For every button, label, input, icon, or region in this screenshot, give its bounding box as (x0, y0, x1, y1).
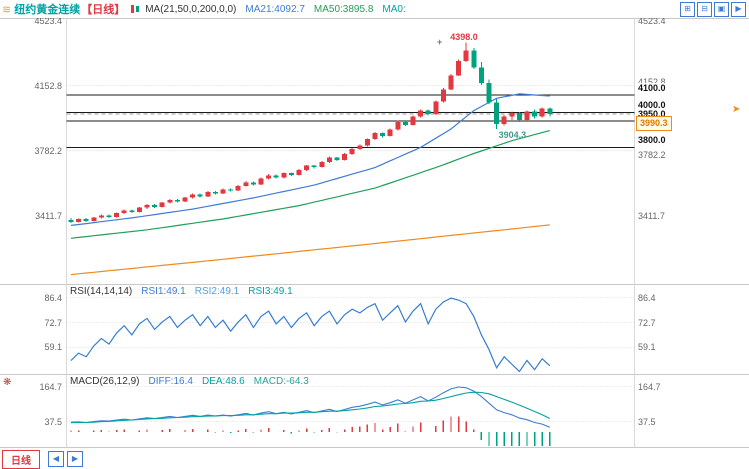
ma-value-0: MA21:4092.7 (245, 4, 305, 15)
ma-formula: MA(21,50,0,200,0,0) (145, 3, 237, 15)
macd-tick-left: 164.7 (39, 381, 62, 392)
macd-value-2: MACD:-64.3 (253, 376, 309, 387)
y-axis-tick-left: 3411.7 (35, 210, 62, 221)
macd-histogram (70, 416, 551, 446)
price-level-label: 3800.0 (637, 135, 667, 146)
rsi-tick-left: 86.4 (44, 292, 62, 303)
rsi-tick-right: 59.1 (638, 342, 656, 353)
rsi-tick-left: 72.7 (44, 317, 62, 328)
tab-daily[interactable]: 日线 (2, 450, 40, 469)
macd-values: DIFF:16.4 DEA:48.6 MACD:-64.3 (139, 376, 308, 387)
y-axis-tick-left: 3782.2 (34, 145, 62, 156)
ma-values: MA21:4092.7 MA50:3895.8 MA0: (236, 3, 405, 15)
price-level-label: 4000.0 (637, 100, 667, 111)
layout-button-2[interactable]: ▣ (714, 1, 729, 17)
layout-button-1[interactable]: ⊟ (697, 1, 712, 17)
rsi-tick-left: 59.1 (44, 342, 62, 353)
macd-header: MACD(26,12,9) DIFF:16.4 DEA:48.6 MACD:-64.3 (70, 376, 309, 387)
moving-average-lines (70, 93, 550, 276)
price-marker-icon: ➤ (732, 104, 741, 115)
macd-tick-right: 164.7 (638, 381, 661, 392)
macd-indicator-label: MACD(26,12,9) (70, 376, 140, 387)
rsi-value-1: RSI2:49.1 (194, 286, 240, 297)
macd-value-0: DIFF:16.4 (148, 376, 193, 387)
price-level-label: 3950.0 (637, 109, 667, 120)
app-logo-icon: ≋ (2, 3, 12, 16)
nav-buttons: ◀ ▶ (48, 451, 83, 467)
symbol-title: 纽约黄金连续 (14, 4, 81, 16)
macd-tick-right: 37.5 (638, 416, 656, 427)
period-label: 【日线】 (81, 4, 126, 16)
rsi-value-0: RSI1:49.1 (141, 286, 186, 297)
y-axis-tick-left: 4152.8 (34, 80, 62, 91)
macd-tick-left: 37.5 (44, 416, 62, 427)
y-axis-tick-right: 3411.7 (638, 210, 665, 221)
pan-left-button[interactable]: ◀ (48, 451, 64, 467)
pan-right-button[interactable]: ▶ (67, 451, 83, 467)
rsi-tick-right: 72.7 (638, 317, 656, 328)
macd-lines (70, 386, 551, 428)
price-level-label: 4100.0 (637, 82, 667, 93)
y-axis-tick-right: 4523.4 (638, 15, 666, 26)
ma-value-1: MA50:3895.8 (313, 4, 374, 15)
pane-separators (0, 18, 749, 448)
candles (68, 42, 553, 224)
y-axis-tick-right: 3782.2 (638, 149, 666, 160)
header-bar: ≋ 纽约黄金连续 【日线】 纽约黄金连续 日线 MA(21,50,0,200,0… (0, 0, 749, 18)
mini-candle-icon (131, 5, 140, 13)
layout-button-3[interactable]: ▶ (731, 1, 746, 17)
y-axis-tick-right: 4152.8 (638, 76, 666, 87)
y-axis-tick-left: 4523.4 (34, 15, 62, 26)
layout-buttons: ⊞ ⊟ ▣ ▶ (680, 1, 746, 17)
rsi-values: RSI1:49.1 RSI2:49.1 RSI3:49.1 (132, 286, 292, 297)
rsi-tick-right: 86.4 (638, 292, 656, 303)
rsi-lines (70, 297, 551, 373)
rsi-value-2: RSI3:49.1 (248, 286, 293, 297)
rsi-header: RSI(14,14,14) RSI1:49.1 RSI2:49.1 RSI3:49.1 (70, 286, 293, 297)
annotation: 4398.0 (450, 31, 478, 42)
annotation: + (437, 37, 443, 48)
settings-icon[interactable]: ❋ (3, 377, 12, 388)
macd-value-1: DEA:48.6 (201, 376, 245, 387)
layout-button-0[interactable]: ⊞ (680, 1, 695, 17)
bottom-bar: 日线 ◀ ▶ (0, 448, 749, 469)
ma-value-2: MA0: (382, 4, 406, 15)
annotation: 3904.3 (498, 130, 527, 141)
rsi-indicator-label: RSI(14,14,14) (70, 286, 133, 297)
last-price-tag: 3990.3 (636, 116, 672, 131)
